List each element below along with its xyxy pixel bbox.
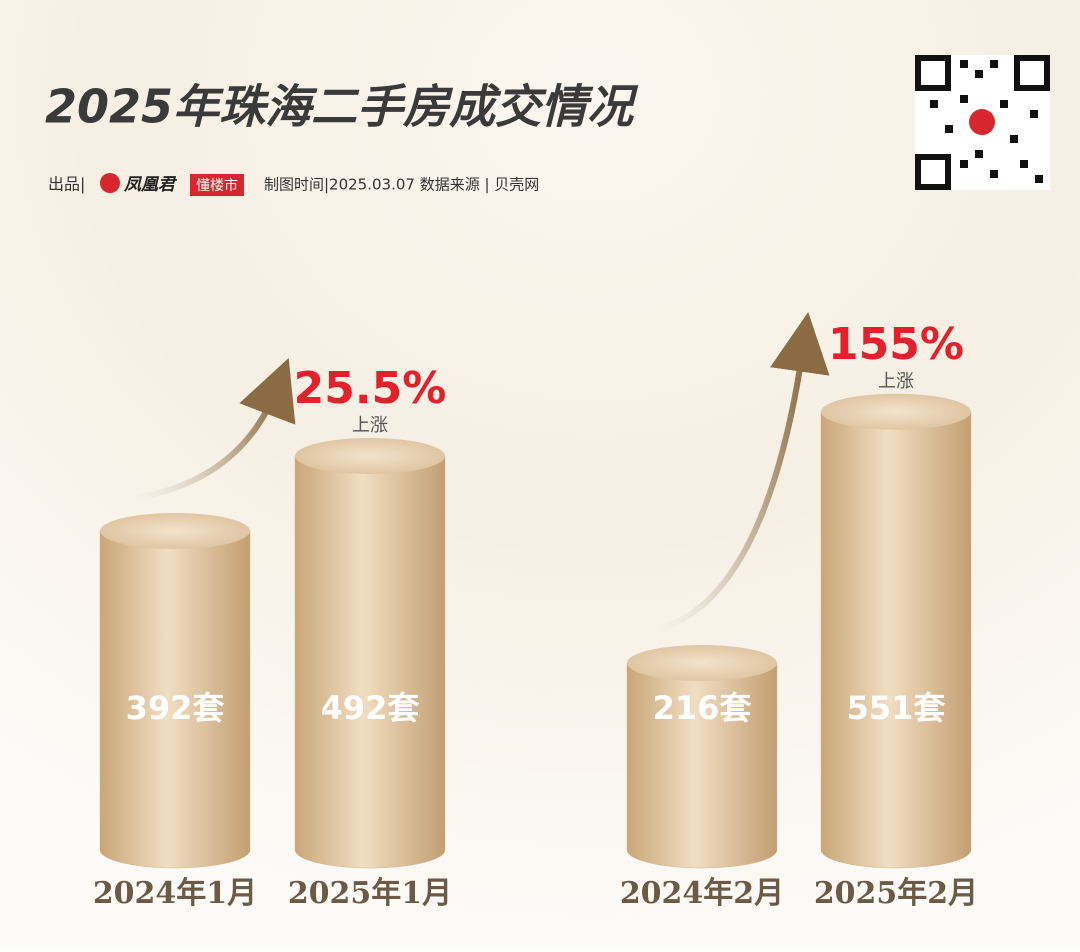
- brand-icon: [100, 173, 120, 193]
- value-label: 216套: [653, 689, 752, 727]
- credit-prefix: 出品|: [48, 175, 85, 194]
- category-label: 2024年1月: [93, 876, 257, 911]
- cylinder-top: [100, 513, 250, 549]
- change-note: 上涨: [352, 415, 388, 436]
- category-label: 2025年1月: [288, 876, 452, 911]
- cylinder: [99, 513, 251, 869]
- brand-tag-bg: [190, 174, 244, 196]
- cylinder-body: [294, 455, 446, 869]
- change-note: 上涨: [878, 371, 914, 392]
- trend-arrow: [636, 312, 830, 636]
- cylinder-body: [626, 662, 778, 869]
- brand: 凤凰君: [123, 175, 178, 195]
- change-label: 155%: [828, 319, 964, 370]
- cylinder: [294, 438, 446, 869]
- cylinder: [626, 645, 778, 869]
- meta: 制图时间|2025.03.07 数据来源 | 贝壳网: [264, 176, 539, 194]
- change-label: 25.5%: [294, 363, 447, 414]
- category-label: 2024年2月: [620, 876, 784, 911]
- cylinder-top: [627, 645, 777, 681]
- cylinder-body: [99, 530, 251, 869]
- value-label: 392套: [126, 689, 225, 727]
- cylinder-body: [820, 411, 972, 869]
- value-label: 492套: [321, 689, 420, 727]
- cylinder: [820, 393, 972, 869]
- value-label: 551套: [847, 689, 946, 727]
- cylinder-top: [295, 438, 445, 474]
- qr-code: [915, 55, 1050, 190]
- cylinder-top: [821, 393, 971, 430]
- category-label: 2025年2月: [814, 876, 978, 911]
- trend-arrow: [109, 357, 296, 504]
- title: 2025年珠海二手房成交情况: [45, 80, 639, 134]
- brand-tag: 懂楼市: [196, 177, 238, 194]
